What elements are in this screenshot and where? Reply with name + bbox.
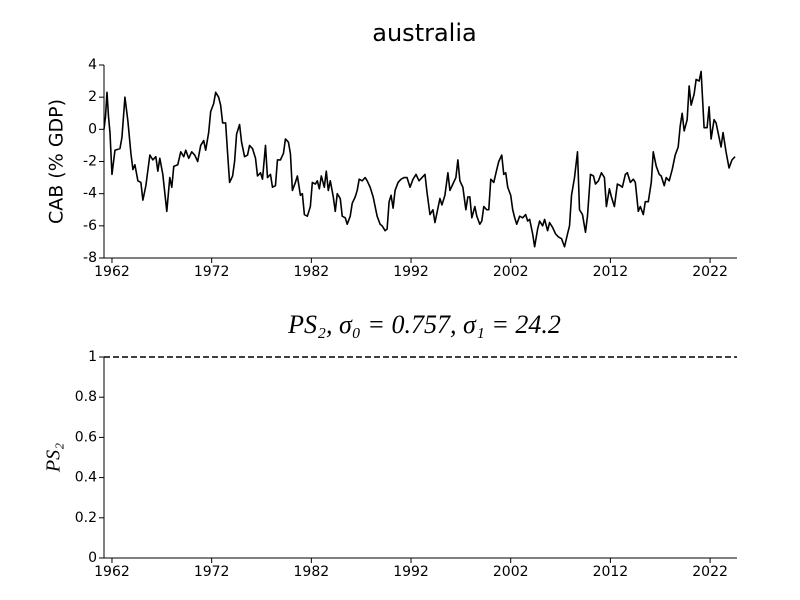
chart-title: australia <box>372 19 476 47</box>
y-axis-label: CAB (% GDP) <box>46 99 68 224</box>
x-tick-label: 2012 <box>593 564 629 580</box>
x-tick-label: 1962 <box>94 564 130 580</box>
y-tick-label: 1 <box>88 349 97 365</box>
chart-title: PS₂, σ₀ = 0.757, σ₁ = 24.2 <box>287 310 561 339</box>
y-tick-label: -4 <box>83 186 97 202</box>
y-axis-label: PS₂ <box>43 443 65 473</box>
x-tick-label: 2002 <box>493 564 529 580</box>
y-tick-label: -2 <box>83 154 97 170</box>
y-tick-label: 0.2 <box>75 510 97 526</box>
x-tick-label: 2012 <box>593 264 629 280</box>
y-tick-label: 0 <box>88 121 97 137</box>
x-tick-label: 2022 <box>692 564 728 580</box>
x-tick-label: 2022 <box>692 264 728 280</box>
y-tick-label: 0.4 <box>75 470 97 486</box>
data-line <box>103 70 736 248</box>
x-tick-label: 2002 <box>493 264 529 280</box>
x-tick-label: 1982 <box>294 564 330 580</box>
x-tick-label: 1972 <box>194 264 230 280</box>
y-tick-label: -8 <box>83 250 97 266</box>
x-tick-label: 1962 <box>94 264 130 280</box>
x-tick-label: 1992 <box>393 564 429 580</box>
y-tick-label: 4 <box>88 57 97 73</box>
y-tick-label: 0.6 <box>75 429 97 445</box>
x-tick-label: 1982 <box>294 264 330 280</box>
y-tick-label: -6 <box>83 218 97 234</box>
y-tick-label: 0.8 <box>75 389 97 405</box>
x-tick-label: 1972 <box>194 564 230 580</box>
x-tick-label: 1992 <box>393 264 429 280</box>
y-tick-label: 2 <box>88 89 97 105</box>
y-tick-label: 0 <box>88 550 97 566</box>
